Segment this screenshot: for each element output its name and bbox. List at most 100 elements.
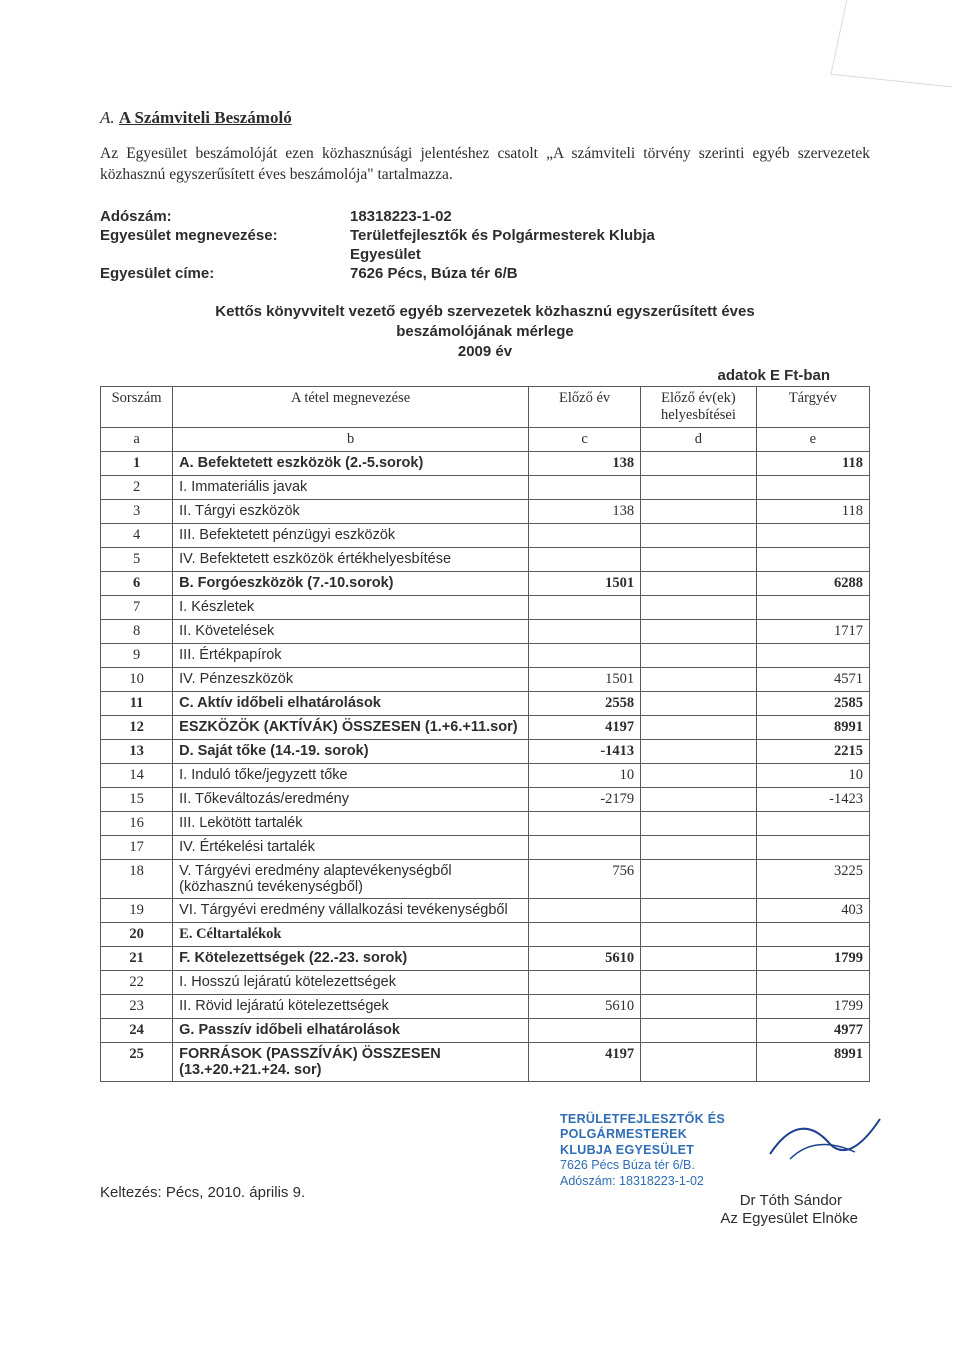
cell-curr — [756, 523, 869, 547]
table-row: 22I. Hosszú lejáratú kötelezettségek — [101, 970, 870, 994]
cell-desc: III. Lekötött tartalék — [173, 811, 529, 835]
cell-corr — [641, 787, 757, 811]
cell-curr: 6288 — [756, 571, 869, 595]
col-header-prev: Előző év — [529, 386, 641, 427]
table-row: 17IV. Értékelési tartalék — [101, 835, 870, 859]
cell-prev: 2558 — [529, 691, 641, 715]
org-name-label: Egyesület megnevezése: — [100, 227, 350, 244]
cell-corr — [641, 595, 757, 619]
cell-curr — [756, 547, 869, 571]
cell-desc: II. Követelések — [173, 619, 529, 643]
cell-rownum: 16 — [101, 811, 173, 835]
cell-prev: 1501 — [529, 571, 641, 595]
document-footer: Keltezés: Pécs, 2010. április 9. TERÜLET… — [100, 1112, 870, 1230]
cell-prev: 4197 — [529, 1042, 641, 1081]
cell-desc: B. Forgóeszközök (7.-10.sorok) — [173, 571, 529, 595]
signatory-role: Az Egyesület Elnöke — [560, 1210, 870, 1229]
org-name-value-2: Egyesület — [350, 246, 870, 263]
col-header-num: Sorszám — [101, 386, 173, 427]
cell-rownum: 24 — [101, 1018, 173, 1042]
cell-desc: G. Passzív időbeli elhatárolások — [173, 1018, 529, 1042]
cell-curr: 1799 — [756, 946, 869, 970]
cell-prev — [529, 475, 641, 499]
cell-prev: 5610 — [529, 946, 641, 970]
table-row: 6B. Forgóeszközök (7.-10.sorok)15016288 — [101, 571, 870, 595]
cell-corr — [641, 1018, 757, 1042]
cell-desc: IV. Pénzeszközök — [173, 667, 529, 691]
cell-curr: 2215 — [756, 739, 869, 763]
cell-rownum: 14 — [101, 763, 173, 787]
signatory-name: Dr Tóth Sándor — [560, 1192, 870, 1211]
table-row: 1A. Befektetett eszközök (2.-5.sorok)138… — [101, 451, 870, 475]
cell-desc: FORRÁSOK (PASSZÍVÁK) ÖSSZESEN (13.+20.+2… — [173, 1042, 529, 1081]
cell-rownum: 21 — [101, 946, 173, 970]
cell-prev: 5610 — [529, 994, 641, 1018]
cell-desc: I. Immateriális javak — [173, 475, 529, 499]
cell-curr: 4977 — [756, 1018, 869, 1042]
cell-rownum: 11 — [101, 691, 173, 715]
cell-rownum: 2 — [101, 475, 173, 499]
sub-c: c — [529, 427, 641, 451]
table-row: 21F. Kötelezettségek (22.-23. sorok)5610… — [101, 946, 870, 970]
cell-desc: VI. Tárgyévi eredmény vállalkozási tevék… — [173, 898, 529, 922]
empty-label — [100, 246, 350, 263]
col-header-curr: Tárgyév — [756, 386, 869, 427]
tax-id-value: 18318223-1-02 — [350, 208, 870, 225]
cell-curr — [756, 643, 869, 667]
balance-sheet-table: Sorszám A tétel megnevezése Előző év Elő… — [100, 386, 870, 1082]
table-title-line2: beszámolójának mérlege — [396, 323, 574, 340]
cell-curr: 118 — [756, 451, 869, 475]
table-row: 16III. Lekötött tartalék — [101, 811, 870, 835]
cell-rownum: 25 — [101, 1042, 173, 1081]
cell-corr — [641, 571, 757, 595]
cell-corr — [641, 970, 757, 994]
cell-desc: D. Saját tőke (14.-19. sorok) — [173, 739, 529, 763]
table-row: 14I. Induló tőke/jegyzett tőke1010 — [101, 763, 870, 787]
cell-desc: IV. Értékelési tartalék — [173, 835, 529, 859]
cell-prev: -1413 — [529, 739, 641, 763]
cell-prev — [529, 523, 641, 547]
cell-rownum: 18 — [101, 859, 173, 898]
cell-rownum: 12 — [101, 715, 173, 739]
cell-rownum: 7 — [101, 595, 173, 619]
table-title-line3: 2009 év — [458, 343, 512, 360]
cell-curr: 1717 — [756, 619, 869, 643]
sub-b: b — [173, 427, 529, 451]
table-row: 2I. Immateriális javak — [101, 475, 870, 499]
cell-prev — [529, 547, 641, 571]
col-header-corr: Előző év(ek) helyesbítései — [641, 386, 757, 427]
cell-prev — [529, 643, 641, 667]
cell-desc: I. Készletek — [173, 595, 529, 619]
cell-rownum: 4 — [101, 523, 173, 547]
document-page: A. A Számviteli Beszámoló Az Egyesület b… — [0, 0, 960, 1357]
cell-curr: -1423 — [756, 787, 869, 811]
heading-title: A Számviteli Beszámoló — [119, 108, 292, 127]
cell-corr — [641, 763, 757, 787]
cell-corr — [641, 643, 757, 667]
table-row: 8II. Követelések1717 — [101, 619, 870, 643]
sub-a: a — [101, 427, 173, 451]
table-row: 20E. Céltartalékok — [101, 922, 870, 946]
table-row: 9III. Értékpapírok — [101, 643, 870, 667]
sub-e: e — [756, 427, 869, 451]
cell-corr — [641, 475, 757, 499]
org-name-value-1: Területfejlesztők és Polgármesterek Klub… — [350, 227, 870, 244]
cell-rownum: 1 — [101, 451, 173, 475]
cell-desc: II. Tárgyi eszközök — [173, 499, 529, 523]
table-row: 19VI. Tárgyévi eredmény vállalkozási tev… — [101, 898, 870, 922]
cell-desc: I. Hosszú lejáratú kötelezettségek — [173, 970, 529, 994]
cell-corr — [641, 835, 757, 859]
cell-prev — [529, 1018, 641, 1042]
cell-prev: 4197 — [529, 715, 641, 739]
cell-rownum: 3 — [101, 499, 173, 523]
cell-rownum: 9 — [101, 643, 173, 667]
units-label: adatok E Ft-ban — [100, 367, 830, 384]
table-header-row: Sorszám A tétel megnevezése Előző év Elő… — [101, 386, 870, 427]
cell-curr: 2585 — [756, 691, 869, 715]
cell-corr — [641, 715, 757, 739]
cell-rownum: 23 — [101, 994, 173, 1018]
table-row: 24G. Passzív időbeli elhatárolások 4977 — [101, 1018, 870, 1042]
cell-desc: III. Befektetett pénzügyi eszközök — [173, 523, 529, 547]
cell-curr: 118 — [756, 499, 869, 523]
table-row: 7I. Készletek — [101, 595, 870, 619]
